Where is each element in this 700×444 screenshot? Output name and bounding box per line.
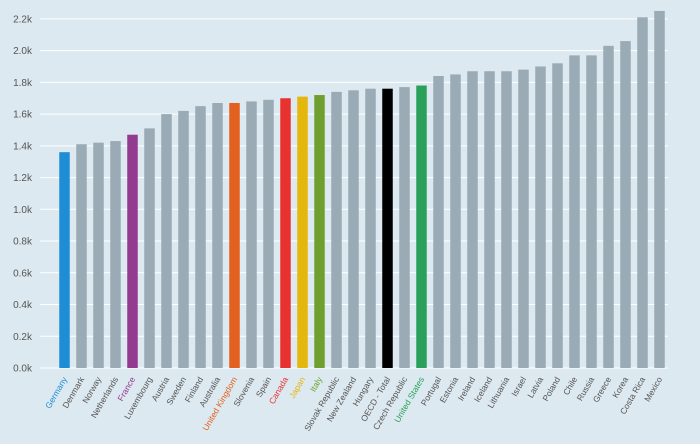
bar-norway xyxy=(93,142,104,368)
y-tick-label: 1.0k xyxy=(13,205,33,216)
y-tick-label: 0.6k xyxy=(13,268,33,279)
bar-canada xyxy=(280,98,291,368)
bar-sweden xyxy=(178,110,189,369)
bars xyxy=(59,10,665,369)
y-axis-ticks: 0.0k 0.2k 0.4k 0.6k 0.8k 1.0k 1.2k 1.4k 1.6k 1.8k… xyxy=(13,14,33,374)
x-tick-label-italy: Italy xyxy=(308,374,325,393)
bar-france xyxy=(127,134,138,368)
bar-denmark xyxy=(76,144,87,368)
bar-estonia xyxy=(450,74,461,369)
bar-hungary xyxy=(365,88,376,369)
bar-finland xyxy=(195,106,206,369)
bar-netherlands xyxy=(110,141,121,368)
bar-italy xyxy=(314,95,325,368)
bar-chile xyxy=(569,55,580,368)
y-tick-label: 1.2k xyxy=(13,173,33,184)
bar-czech-republic xyxy=(399,87,410,368)
y-tick-label: 1.8k xyxy=(13,78,33,89)
y-tick-label: 1.6k xyxy=(13,110,33,121)
bar-mexico xyxy=(654,10,665,368)
bar-germany xyxy=(59,152,70,368)
bar-luxembourg xyxy=(144,128,155,368)
bar-australia xyxy=(212,102,223,368)
bar-portugal xyxy=(433,76,444,368)
y-tick-label: 2.0k xyxy=(13,46,33,57)
bar-united-states xyxy=(416,85,427,369)
y-tick-label: 0.0k xyxy=(13,364,33,375)
bar-austria xyxy=(161,114,172,368)
x-tick-label-poland: Poland xyxy=(540,375,562,403)
bar-poland xyxy=(552,63,563,368)
bar-new-zealand xyxy=(348,90,359,369)
y-tick-label: 2.2k xyxy=(13,14,33,25)
y-tick-label: 0.2k xyxy=(13,332,33,343)
x-tick-label-japan: Japan xyxy=(287,375,307,400)
bar-iceland xyxy=(484,71,495,368)
bar-slovak-republic xyxy=(331,91,342,368)
bar-slovenia xyxy=(246,101,257,369)
bar-israel xyxy=(518,69,529,369)
bar-ireland xyxy=(467,71,478,368)
x-axis-ticks: GermanyDenmarkNorwayNetherlandsFranceLux… xyxy=(43,374,664,432)
y-tick-label: 1.4k xyxy=(13,141,33,152)
bar-korea xyxy=(620,41,631,369)
bar-japan xyxy=(297,96,308,368)
bar-spain xyxy=(263,99,274,368)
bar-costa-rica xyxy=(637,17,648,369)
bar-russia xyxy=(586,55,597,368)
bar-lithuania xyxy=(501,71,512,368)
bar-united-kingdom xyxy=(229,102,240,368)
y-tick-label: 0.4k xyxy=(13,300,33,311)
bar-oecd-total xyxy=(382,88,393,369)
bar-latvia xyxy=(535,66,546,368)
y-tick-label: 0.8k xyxy=(13,237,33,248)
bar-greece xyxy=(603,45,614,368)
